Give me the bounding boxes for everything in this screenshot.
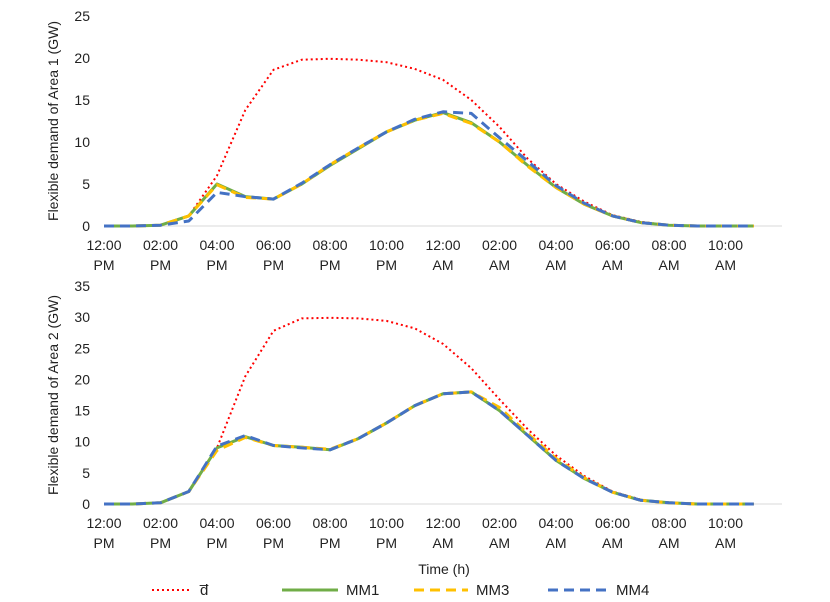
x-tick-label: 08:00 <box>312 237 347 253</box>
x-tick-label: 04:00 <box>199 515 234 531</box>
x-tick-label: 12:00 <box>86 237 121 253</box>
x-tick-label: AM <box>546 535 567 551</box>
y-tick-label: 10 <box>74 434 90 450</box>
y-tick-label: 35 <box>74 278 90 294</box>
x-tick-label: 10:00 <box>708 515 743 531</box>
x-tick-label: 06:00 <box>256 237 291 253</box>
y-tick-label: 0 <box>82 496 90 512</box>
x-tick-label: 06:00 <box>595 237 630 253</box>
x-tick-label: 06:00 <box>256 515 291 531</box>
x-tick-label: 10:00 <box>708 237 743 253</box>
x-tick-label: 02:00 <box>143 237 178 253</box>
x-tick-label: PM <box>94 257 115 273</box>
y-axis-label: Flexible demand of Area 2 (GW) <box>45 295 61 495</box>
x-tick-label: PM <box>376 535 397 551</box>
x-tick-label: PM <box>94 535 115 551</box>
legend-label: MM1 <box>346 582 379 599</box>
x-tick-label: 06:00 <box>595 515 630 531</box>
x-tick-label: AM <box>433 535 454 551</box>
x-tick-label: 12:00 <box>425 237 460 253</box>
x-tick-label: PM <box>263 535 284 551</box>
x-tick-label: PM <box>150 535 171 551</box>
series-line-d <box>104 57 754 227</box>
x-tick-label: AM <box>659 257 680 273</box>
x-tick-label: PM <box>150 257 171 273</box>
x-tick-label: 08:00 <box>312 515 347 531</box>
x-tick-label: AM <box>489 535 510 551</box>
x-tick-label: 04:00 <box>538 237 573 253</box>
series-line-mm4 <box>104 390 754 506</box>
panel-1: 0 5 10 15 20 25 12:00 PM 02:00 PM 04:00 PM 06:00 PM 08… <box>45 8 782 273</box>
legend-label: MM4 <box>616 582 649 599</box>
x-tick-label: AM <box>715 535 736 551</box>
x-tick-label: 02:00 <box>482 515 517 531</box>
x-tick-label: PM <box>320 535 341 551</box>
panel-2: 0 5 10 15 20 25 30 35 12:00 PM 02:00 PM 04:00 PM 06:00… <box>45 278 782 551</box>
x-tick-label: 04:00 <box>538 515 573 531</box>
x-tick-label: 02:00 <box>143 515 178 531</box>
y-tick-label: 20 <box>74 50 90 66</box>
series-line-mm4 <box>104 110 754 228</box>
x-tick-label: 10:00 <box>369 237 404 253</box>
y-tick-label: 20 <box>74 371 90 387</box>
legend: d̅ MM1 MM3 MM4 <box>152 582 649 599</box>
series-line-mm1 <box>104 390 754 506</box>
y-tick-label: 10 <box>74 134 90 150</box>
x-tick-label: AM <box>602 257 623 273</box>
x-tick-label: AM <box>602 535 623 551</box>
x-tick-label: PM <box>320 257 341 273</box>
y-tick-label: 15 <box>74 92 90 108</box>
x-tick-label: 08:00 <box>651 237 686 253</box>
y-tick-label: 25 <box>74 8 90 24</box>
x-tick-label: PM <box>263 257 284 273</box>
x-tick-label: AM <box>546 257 567 273</box>
series-line-mm3 <box>104 390 754 506</box>
x-tick-label: PM <box>376 257 397 273</box>
x-tick-label: AM <box>433 257 454 273</box>
legend-label: d̅ <box>199 582 209 599</box>
y-tick-label: 30 <box>74 309 90 325</box>
x-tick-label: 12:00 <box>86 515 121 531</box>
x-tick-label: AM <box>489 257 510 273</box>
y-axis-label: Flexible demand of Area 1 (GW) <box>45 21 61 221</box>
x-tick-label: 02:00 <box>482 237 517 253</box>
x-axis-label: Time (h) <box>418 561 470 577</box>
x-tick-label: AM <box>715 257 736 273</box>
y-tick-label: 5 <box>82 176 90 192</box>
y-tick-label: 0 <box>82 218 90 234</box>
x-tick-label: 08:00 <box>651 515 686 531</box>
y-tick-label: 25 <box>74 340 90 356</box>
x-tick-label: PM <box>207 535 228 551</box>
y-tick-label: 15 <box>74 403 90 419</box>
y-tick-label: 5 <box>82 465 90 481</box>
x-tick-label: 10:00 <box>369 515 404 531</box>
x-tick-label: PM <box>207 257 228 273</box>
x-tick-label: AM <box>659 535 680 551</box>
series-line-d <box>104 316 754 505</box>
legend-label: MM3 <box>476 582 509 599</box>
x-tick-label: 04:00 <box>199 237 234 253</box>
x-tick-label: 12:00 <box>425 515 460 531</box>
